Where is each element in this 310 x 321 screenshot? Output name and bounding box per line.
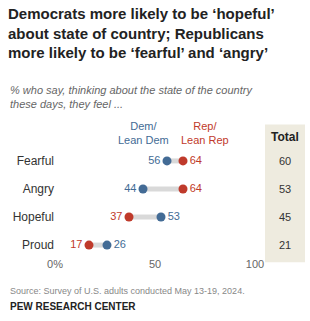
svg-text:Rep/Lean Rep: Rep/Lean Rep	[181, 120, 229, 146]
svg-text:26: 26	[114, 238, 126, 250]
svg-text:0%: 0%	[47, 258, 63, 270]
svg-text:21: 21	[279, 239, 291, 251]
svg-text:45: 45	[279, 211, 291, 223]
svg-text:Fearful: Fearful	[17, 154, 54, 168]
svg-text:56: 56	[148, 154, 160, 166]
svg-text:Dem/Lean Dem: Dem/Lean Dem	[118, 120, 169, 146]
svg-text:53: 53	[168, 210, 180, 222]
svg-text:Democrats more likely to be ‘h: Democrats more likely to be ‘hopeful’abo…	[8, 5, 275, 61]
svg-text:50: 50	[149, 258, 161, 270]
svg-text:PEW RESEARCH CENTER: PEW RESEARCH CENTER	[10, 301, 136, 312]
svg-text:Hopeful: Hopeful	[13, 210, 54, 224]
svg-text:37: 37	[110, 210, 122, 222]
svg-text:Angry: Angry	[23, 182, 54, 196]
svg-text:100: 100	[246, 258, 264, 270]
svg-text:% who say, thinking about the: % who say, thinking about the state of t…	[10, 84, 253, 110]
svg-text:Proud: Proud	[22, 238, 54, 252]
svg-text:Source: Survey of U.S. adults: Source: Survey of U.S. adults conducted …	[10, 286, 245, 296]
svg-text:60: 60	[279, 155, 291, 167]
svg-text:Total: Total	[271, 130, 299, 144]
svg-text:53: 53	[279, 183, 291, 195]
svg-text:44: 44	[124, 182, 136, 194]
svg-text:64: 64	[190, 154, 202, 166]
svg-text:64: 64	[190, 182, 202, 194]
svg-text:17: 17	[70, 238, 82, 250]
